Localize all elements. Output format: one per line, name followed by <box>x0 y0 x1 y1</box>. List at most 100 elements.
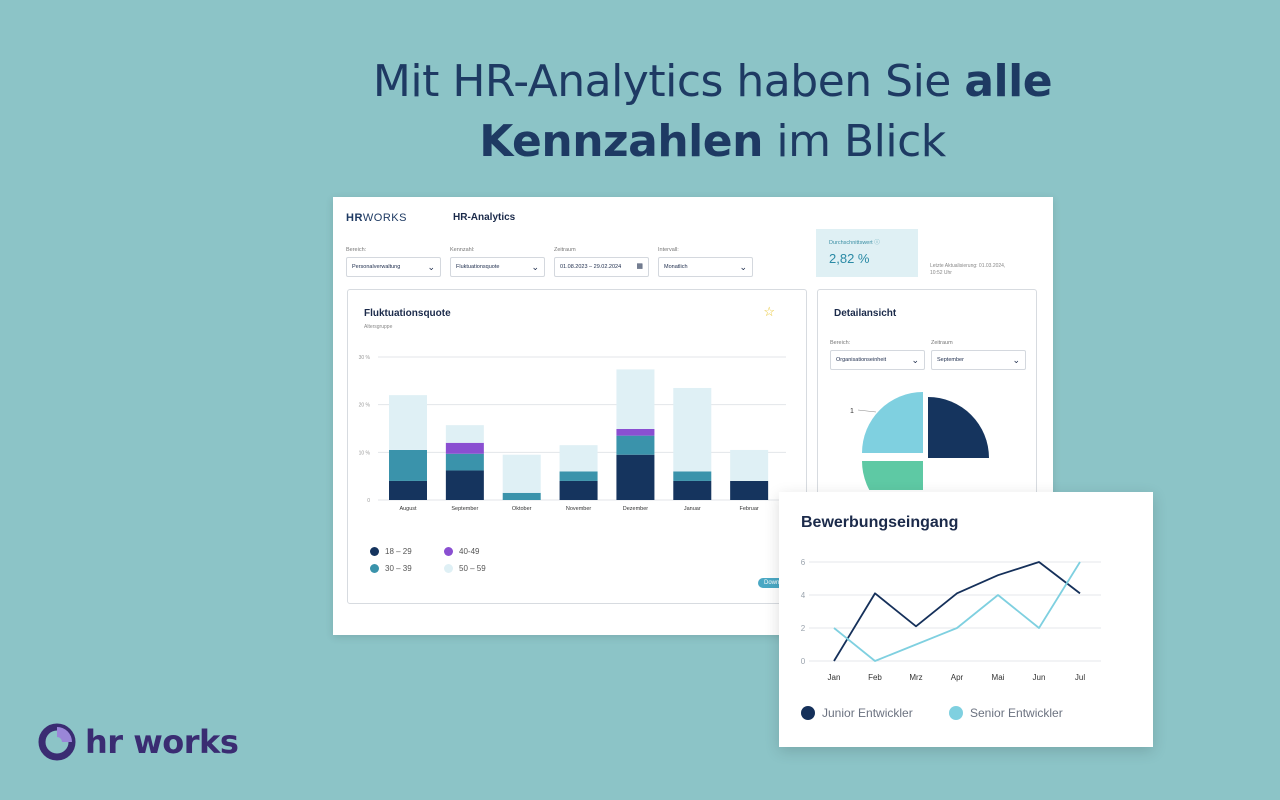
bar-segment <box>445 425 484 443</box>
legend-swatch <box>370 547 379 556</box>
intervall-select[interactable]: Monatlich ⌄ <box>658 257 753 277</box>
y-tick-label: 20 % <box>359 403 371 409</box>
legend-swatch <box>444 564 453 573</box>
bar-segment <box>559 445 598 472</box>
pie-slice <box>862 392 923 453</box>
last-updated: Letzte Aktualisierung: 01.03.2024, 10:52… <box>930 263 1006 276</box>
legend-label: 18 – 29 <box>385 547 412 556</box>
bar-segment <box>559 480 598 500</box>
bar-segment <box>673 471 712 481</box>
bar-segment <box>389 480 427 500</box>
hrworks-brand-logo[interactable]: HRWORKS <box>346 212 407 224</box>
line-chart: 0 2 4 6 Jan Feb Mrz Apr Mai Jun Jul <box>801 558 1101 682</box>
bar-segment <box>502 454 541 493</box>
chevron-down-icon: ⌄ <box>427 262 435 272</box>
calendar-icon: ▦ <box>636 263 643 270</box>
x-tick-label: Dezember <box>623 506 649 512</box>
line-chart-legend: Junior Entwickler Senior Entwickler <box>801 706 1131 722</box>
kpi-value: 2,82 % <box>829 251 870 266</box>
zeitraum-date-range[interactable]: 01.08.2023 – 29.02.2024 ▦ <box>554 257 649 277</box>
hr-works-logo-mark-icon <box>38 723 76 761</box>
bar-segment <box>445 470 484 500</box>
pie-slice <box>862 461 923 490</box>
x-tick-label: Jun <box>1033 673 1046 682</box>
card-title: Bewerbungseingang <box>801 514 959 531</box>
logo-text: hr works <box>85 723 239 761</box>
bar-segment <box>730 480 769 500</box>
y-tick-label: 30 % <box>359 355 371 361</box>
filter-label: Zeitraum <box>931 340 953 346</box>
bar-segment <box>445 453 484 471</box>
bar-segment <box>502 492 541 500</box>
filter-label: Kennzahl: <box>450 247 475 253</box>
legend-label: 30 – 39 <box>385 564 412 573</box>
filter-kennzahl: Kennzahl: Fluktuationsquote ⌄ <box>450 247 545 277</box>
chevron-down-icon: ⌄ <box>739 262 747 272</box>
favorite-star-icon[interactable]: ☆ <box>763 304 775 319</box>
bar-segment <box>445 442 484 454</box>
bar-segment <box>616 369 655 429</box>
kpi-card: Durchschnittswert ⓘ 2,82 % <box>816 229 918 277</box>
chevron-down-icon: ⌄ <box>531 262 539 272</box>
filter-intervall: Intervall: Monatlich ⌄ <box>658 247 753 277</box>
legend-label: 50 – 59 <box>459 564 486 573</box>
kennzahl-select[interactable]: Fluktuationsquote ⌄ <box>450 257 545 277</box>
bar-segment <box>616 454 655 500</box>
x-tick-label: Apr <box>951 673 964 682</box>
legend-label: Junior Entwickler <box>822 706 913 720</box>
legend-swatch <box>444 547 453 556</box>
filter-zeitraum: Zeitraum 01.08.2023 – 29.02.2024 ▦ <box>554 247 649 277</box>
x-tick-label: Jul <box>1075 673 1085 682</box>
hr-works-logo: hr works <box>38 722 239 762</box>
x-tick-label: Mai <box>992 673 1005 682</box>
legend-item: 50 – 59 <box>444 564 486 573</box>
panel-title: Detailansicht <box>834 308 897 319</box>
organisationseinheit-select[interactable]: Organisationseinheit ⌄ <box>830 350 925 370</box>
headline-line-1: Mit HR-Analytics haben Sie alle <box>372 56 1053 107</box>
bar-segment <box>389 449 427 481</box>
legend-label: 40-49 <box>459 547 480 556</box>
fluktuation-panel: Fluktuationsquote Altersgruppe ☆ 0 10 % 20… <box>347 289 814 604</box>
kpi-title: Durchschnittswert ⓘ <box>829 240 880 246</box>
bereich-select[interactable]: Personalverwaltung ⌄ <box>346 257 441 277</box>
x-tick-label: September <box>451 506 478 512</box>
headline: Mit HR-Analytics haben Sie alle Kennzahl… <box>0 52 1280 172</box>
legend-item: Senior Entwickler <box>949 706 1063 720</box>
x-tick-label: November <box>566 506 592 512</box>
x-tick-label: Oktober <box>512 506 532 512</box>
x-tick-label: Januar <box>684 506 701 512</box>
x-tick-label: Mrz <box>909 673 922 682</box>
bar-segment <box>730 449 769 481</box>
y-tick-label: 6 <box>801 558 806 567</box>
pie-label-leader <box>857 409 877 413</box>
legend-item: Junior Entwickler <box>801 706 913 720</box>
legend-item: 30 – 39 <box>370 564 412 573</box>
series-line <box>833 561 1081 662</box>
zeitraum-select[interactable]: September ⌄ <box>931 350 1026 370</box>
filter-label: Bereich: <box>830 340 851 346</box>
bar-segment <box>673 480 712 500</box>
analytics-dashboard: HRWORKS HR-Analytics Bereich: Personalve… <box>333 197 1053 635</box>
legend-item: 18 – 29 <box>370 547 412 556</box>
bar-segment <box>616 435 655 455</box>
x-tick-label: Feb <box>868 673 882 682</box>
bar-segment <box>389 395 427 450</box>
filter-label: Zeitraum <box>554 247 576 253</box>
chevron-down-icon: ⌄ <box>1012 355 1020 365</box>
legend-swatch <box>801 706 815 720</box>
filter-bereich: Bereich: Personalverwaltung ⌄ <box>346 247 441 277</box>
headline-line-2: Kennzahlen im Blick <box>479 116 946 167</box>
panel-title: Fluktuationsquote <box>364 308 451 319</box>
pie-slice <box>928 397 989 458</box>
x-tick-label: Februar <box>740 506 759 512</box>
y-tick-label: 2 <box>801 624 806 633</box>
series-line <box>833 561 1081 662</box>
legend-label: Senior Entwickler <box>970 706 1063 720</box>
filter-label: Intervall: <box>658 247 679 253</box>
filter-label: Bereich: <box>346 247 367 253</box>
y-tick-label: 4 <box>801 591 806 600</box>
chevron-down-icon: ⌄ <box>911 355 919 365</box>
y-tick-label: 10 % <box>359 450 371 456</box>
bar-segment <box>616 428 655 436</box>
app-title: HR-Analytics <box>453 212 516 223</box>
